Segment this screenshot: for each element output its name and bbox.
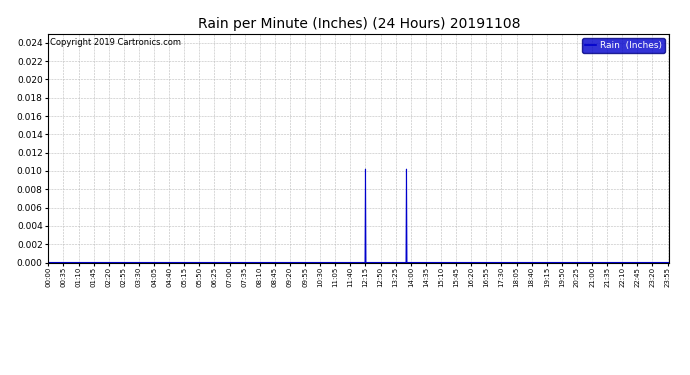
Title: Rain per Minute (Inches) (24 Hours) 20191108: Rain per Minute (Inches) (24 Hours) 2019… bbox=[197, 17, 520, 31]
Legend: Rain  (Inches): Rain (Inches) bbox=[582, 38, 664, 53]
Text: Copyright 2019 Cartronics.com: Copyright 2019 Cartronics.com bbox=[50, 38, 181, 47]
